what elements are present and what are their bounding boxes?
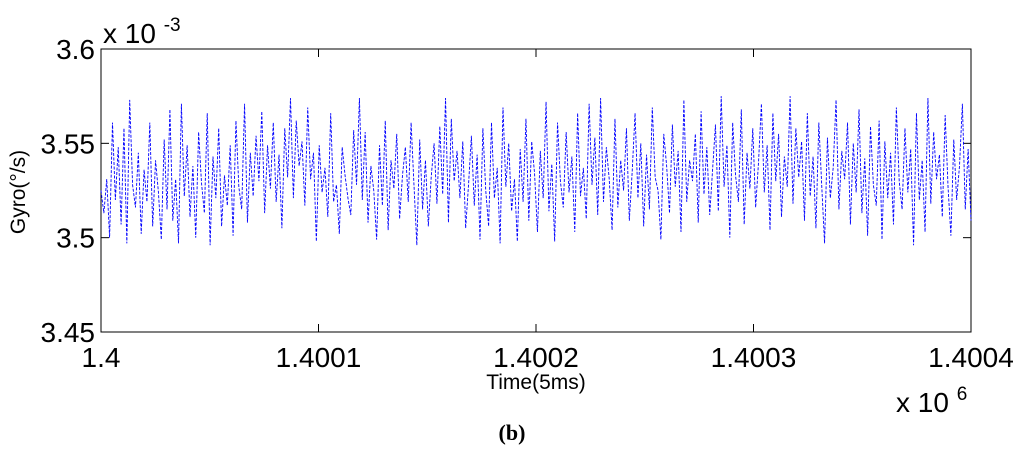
y-tick-label: 3.6	[56, 34, 95, 65]
x-multiplier-exponent: 6	[957, 384, 968, 405]
gyro-series-line	[100, 96, 972, 246]
x-tick-label: 1.4002	[493, 342, 579, 373]
y-tick-label: 3.45	[41, 317, 96, 348]
y-tick-label: 3.5	[56, 223, 95, 254]
x-multiplier-label: x 10 6	[896, 384, 967, 418]
axis-ticks	[100, 48, 972, 333]
series-layer	[100, 96, 972, 246]
x-tick-label: 1.4004	[928, 342, 1014, 373]
y-multiplier-exponent: -3	[164, 15, 181, 36]
x-axis-label: Time(5ms)	[486, 371, 586, 394]
x-tick-label: 1.4001	[276, 342, 362, 373]
y-tick-label: 3.55	[41, 128, 96, 159]
y-tick-labels: 3.45 3.5 3.55 3.6	[41, 34, 96, 348]
figure-caption: (b)	[499, 420, 526, 445]
x-tick-label: 1.4003	[711, 342, 797, 373]
x-tick-labels: 1.4 1.4001 1.4002 1.4003 1.4004	[82, 342, 1014, 373]
plot-area	[100, 48, 972, 333]
y-axis-label: Gyro(°/s)	[7, 150, 30, 234]
x-tick-label: 1.4	[82, 342, 121, 373]
y-multiplier-label: x 10 -3	[103, 15, 181, 49]
